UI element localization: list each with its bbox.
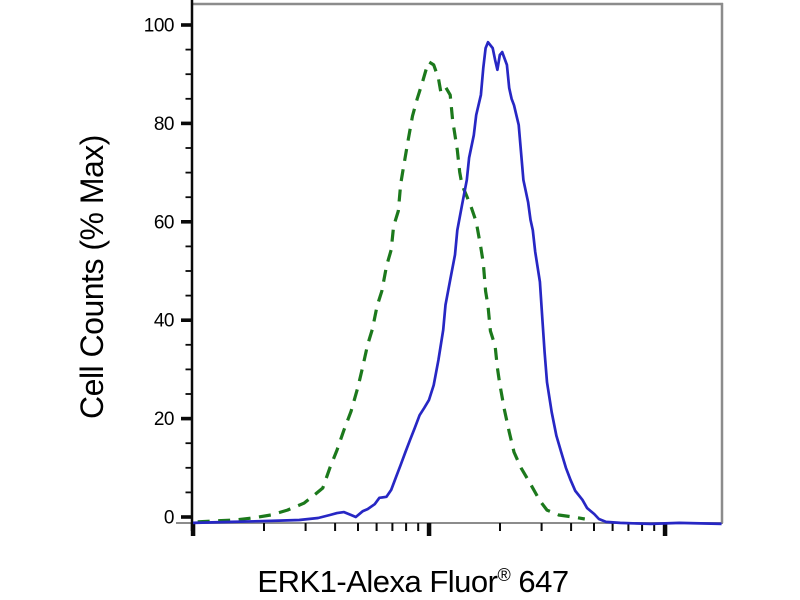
y-minor-tick <box>185 343 193 346</box>
y-minor-tick <box>185 97 193 100</box>
control-histogram-curve-dashed-green <box>197 60 586 524</box>
y-minor-tick <box>185 442 193 445</box>
y-minor-tick <box>185 196 193 199</box>
x-axis-ticks <box>190 523 668 536</box>
y-minor-tick <box>185 393 193 395</box>
x-minor-tick <box>375 523 378 531</box>
x-minor-tick <box>304 523 307 531</box>
x-minor-tick <box>391 523 394 531</box>
x-minor-tick <box>263 523 265 531</box>
y-minor-tick <box>185 294 193 297</box>
plot-frame <box>176 0 724 531</box>
x-minor-tick <box>417 523 420 531</box>
x-minor-tick <box>653 523 656 531</box>
x-minor-tick <box>593 523 595 531</box>
x-major-tick <box>662 523 668 536</box>
x-minor-tick <box>611 523 614 531</box>
y-axis-ticks <box>181 23 193 519</box>
registered-trademark-symbol: ® <box>497 565 510 585</box>
x-minor-tick <box>641 523 644 531</box>
y-minor-tick <box>185 491 193 494</box>
y-major-tick <box>181 23 193 27</box>
y-major-tick <box>181 515 193 519</box>
y-tick-label: 80 <box>154 114 174 135</box>
y-tick-label: 40 <box>154 311 174 332</box>
y-minor-tick <box>185 368 193 371</box>
x-minor-tick <box>570 523 573 531</box>
y-major-tick <box>181 416 193 421</box>
y-axis-title: Cell Counts (% Max) <box>74 135 110 419</box>
x-axis-title-main: ERK1-Alexa Fluor <box>257 564 497 599</box>
y-minor-tick <box>185 245 193 248</box>
y-minor-tick <box>185 73 193 76</box>
y-minor-tick <box>185 48 193 51</box>
x-axis-title: ERK1-Alexa Fluor® 647 <box>257 564 568 599</box>
erk1-stained-histogram-curve-solid-blue <box>192 40 722 526</box>
y-major-tick <box>181 121 193 126</box>
y-tick-label: 60 <box>154 212 174 233</box>
x-minor-tick <box>334 523 337 531</box>
y-tick-label: 0 <box>164 508 174 529</box>
y-axis-tick-labels: 0 20 40 60 80 100 <box>144 16 175 529</box>
y-minor-tick <box>185 147 193 149</box>
x-minor-tick <box>627 523 630 531</box>
x-major-tick <box>426 523 432 536</box>
y-major-tick <box>181 318 193 322</box>
y-major-tick <box>181 220 193 224</box>
y-minor-tick <box>185 171 193 174</box>
x-axis-title-suffix: 647 <box>510 564 568 599</box>
x-minor-tick <box>357 523 359 531</box>
y-minor-tick <box>185 466 193 469</box>
y-minor-tick <box>185 270 193 272</box>
x-minor-tick <box>540 523 543 531</box>
x-minor-tick <box>405 523 408 531</box>
x-major-tick <box>190 523 196 536</box>
y-tick-label: 20 <box>154 409 174 430</box>
x-minor-tick <box>499 523 501 531</box>
y-tick-label: 100 <box>144 16 174 37</box>
